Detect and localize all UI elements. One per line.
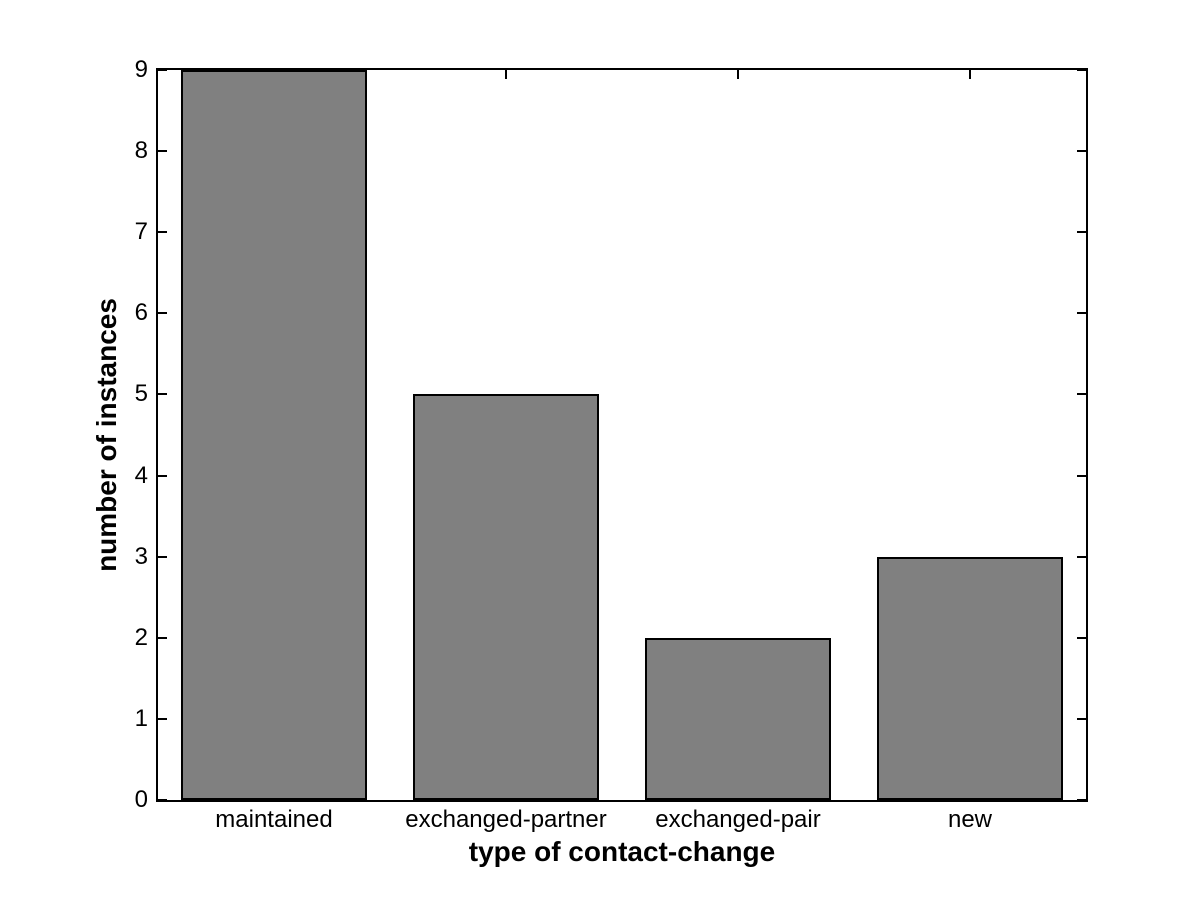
y-tick-right — [1077, 636, 1086, 639]
y-tick-label: 3 — [134, 542, 148, 570]
y-tick-left — [158, 312, 167, 315]
x-tick-top — [505, 70, 507, 79]
y-tick-label: 5 — [134, 380, 148, 408]
y-tick-left — [158, 231, 167, 234]
y-tick-left — [158, 474, 167, 477]
x-tick-top — [737, 70, 739, 79]
y-tick-label: 7 — [134, 218, 148, 246]
x-tick-top — [969, 70, 971, 79]
y-tick-right — [1077, 474, 1086, 477]
y-tick-right — [1077, 69, 1086, 71]
bar-exchanged-pair — [645, 637, 831, 800]
bar-new — [877, 556, 1063, 800]
y-tick-label: 9 — [134, 56, 148, 83]
bar-maintained — [181, 70, 367, 800]
plot-area — [156, 68, 1088, 802]
y-tick-label: 6 — [134, 299, 148, 327]
y-tick-label: 1 — [134, 704, 148, 732]
y-tick-label: 4 — [134, 461, 148, 489]
x-tick-label-exchanged-pair: exchanged-pair — [655, 806, 821, 833]
y-tick-left — [158, 150, 167, 153]
y-tick-label: 8 — [134, 137, 148, 165]
y-tick-right — [1077, 799, 1086, 801]
y-tick-left — [158, 555, 167, 558]
y-axis-title: number of instances — [91, 298, 122, 572]
y-tick-label: 0 — [134, 786, 148, 813]
y-tick-label: 2 — [134, 623, 148, 651]
bar-exchanged-partner — [413, 394, 599, 800]
y-tick-right — [1077, 150, 1086, 153]
y-tick-left — [158, 799, 167, 801]
x-tick-label-maintained: maintained — [215, 806, 333, 833]
y-tick-left — [158, 717, 167, 720]
x-tick-label-exchanged-partner: exchanged-partner — [405, 806, 607, 833]
y-tick-left — [158, 636, 167, 639]
y-tick-right — [1077, 717, 1086, 720]
x-tick-label-new: new — [947, 806, 993, 833]
y-tick-right — [1077, 393, 1086, 396]
y-tick-right — [1077, 555, 1086, 558]
y-tick-left — [158, 69, 167, 71]
x-axis-title: type of contact-change — [468, 836, 776, 867]
y-tick-left — [158, 393, 167, 396]
y-tick-right — [1077, 312, 1086, 315]
y-tick-right — [1077, 231, 1086, 234]
